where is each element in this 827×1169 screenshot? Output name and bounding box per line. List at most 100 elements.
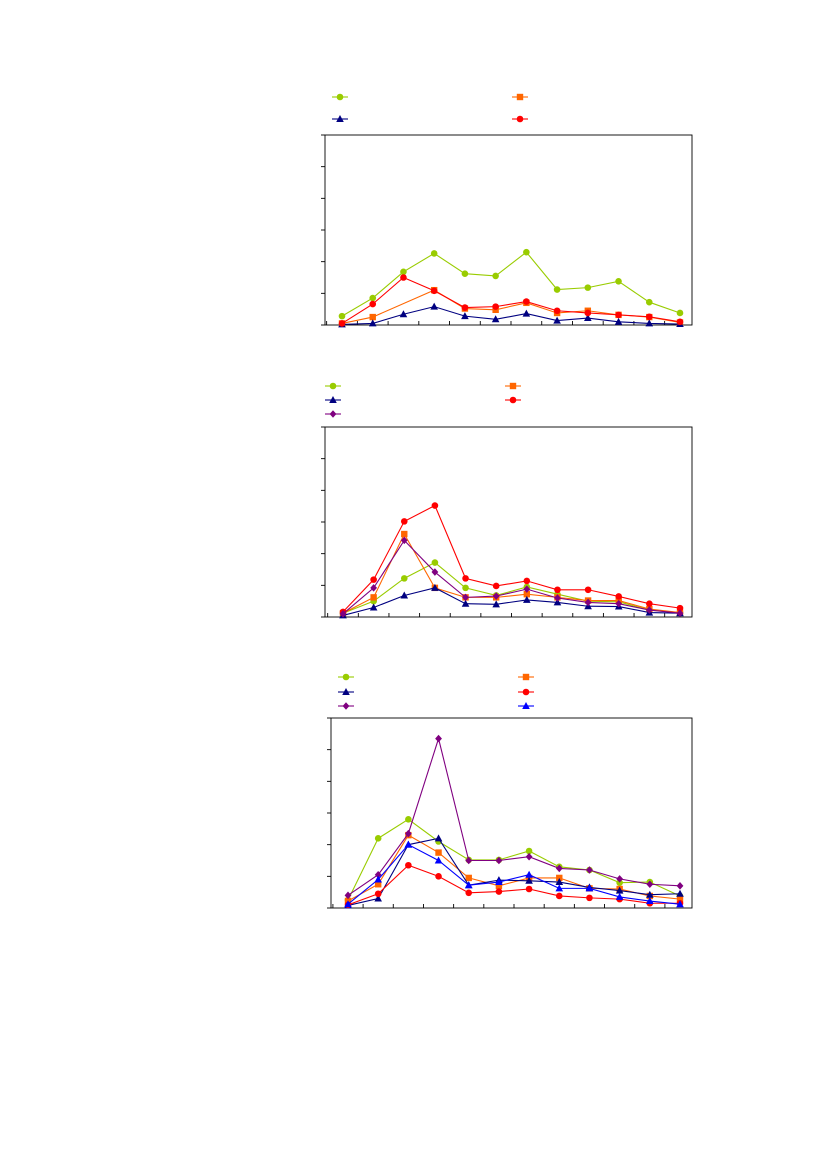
series-line [347,837,681,907]
data-point [584,598,592,607]
series-line [341,251,681,317]
chart-panel-3 [327,673,693,909]
data-point [400,591,409,599]
data-point [400,518,408,525]
data-point [676,889,684,897]
data-point [462,584,469,592]
data-point [525,885,533,893]
series-line [347,736,681,896]
series-line [342,587,681,616]
data-point [676,604,684,612]
data-point [495,882,503,890]
legend-marker [342,673,350,681]
data-point [523,591,531,598]
series-3 [344,834,684,909]
data-point [492,272,499,280]
series-line [341,276,681,324]
legend-entry [518,688,534,696]
data-point [584,284,592,291]
data-point [495,856,503,865]
series-line [342,539,681,615]
data-point [554,594,561,602]
data-point [400,268,407,276]
data-point [491,315,500,323]
series-line [342,504,681,613]
legend-marker [342,688,350,695]
data-point [465,889,473,897]
data-point [492,582,500,590]
legend-entry [325,410,341,418]
data-point [339,610,347,618]
legend-entry [338,688,354,695]
data-point [523,248,530,256]
legend-entry [505,396,521,404]
data-point [555,884,564,892]
data-point [525,852,533,861]
data-point [584,586,592,594]
data-point [676,895,684,903]
data-point [584,314,592,322]
data-point [554,586,561,594]
series-5 [344,734,684,900]
legend-entry [332,115,348,122]
series-line [341,306,681,325]
data-point [374,870,382,879]
data-point [523,595,531,603]
legend-marker [329,382,337,390]
data-point [430,302,438,310]
series-1 [338,248,684,320]
legend-marker [342,702,350,710]
data-point [370,594,377,601]
data-point [431,559,439,566]
data-point [435,849,442,856]
legend-entry [332,93,348,101]
legend-marker [336,93,344,101]
data-point [370,576,377,583]
data-point [434,834,443,842]
series-2 [338,286,684,327]
data-point [492,600,500,608]
data-point [586,894,593,902]
data-point [431,568,439,576]
data-point [344,900,352,908]
legend-entry [512,115,528,123]
data-point [614,317,623,325]
data-point [553,286,561,293]
data-point [461,270,469,278]
data-point [369,603,378,611]
legend-entry [505,382,521,390]
legend-marker [522,688,530,696]
data-point [676,882,684,890]
series-2 [339,530,684,617]
data-point [676,318,684,326]
data-point [615,892,624,900]
data-point [553,316,561,324]
data-point [555,892,563,900]
data-point [369,313,376,321]
data-point [430,250,438,257]
data-point [615,311,622,319]
data-point [461,304,469,311]
data-point [431,583,439,591]
series-line [341,289,681,324]
data-point [465,874,472,882]
legend-entry [325,382,341,390]
data-point [676,309,684,317]
data-point [553,307,561,315]
legend-marker [509,396,517,404]
data-point [615,593,623,600]
data-point [553,598,562,606]
plot-frame [324,134,693,326]
legend-marker [329,396,337,403]
data-point [645,298,653,306]
data-point [646,600,653,607]
series-line [342,532,681,614]
legend-entry [338,673,354,681]
data-point [462,593,469,602]
legend-entry [325,396,341,403]
data-point [401,530,408,538]
series-1 [339,559,684,617]
series-line [342,561,681,614]
data-point [369,294,377,302]
